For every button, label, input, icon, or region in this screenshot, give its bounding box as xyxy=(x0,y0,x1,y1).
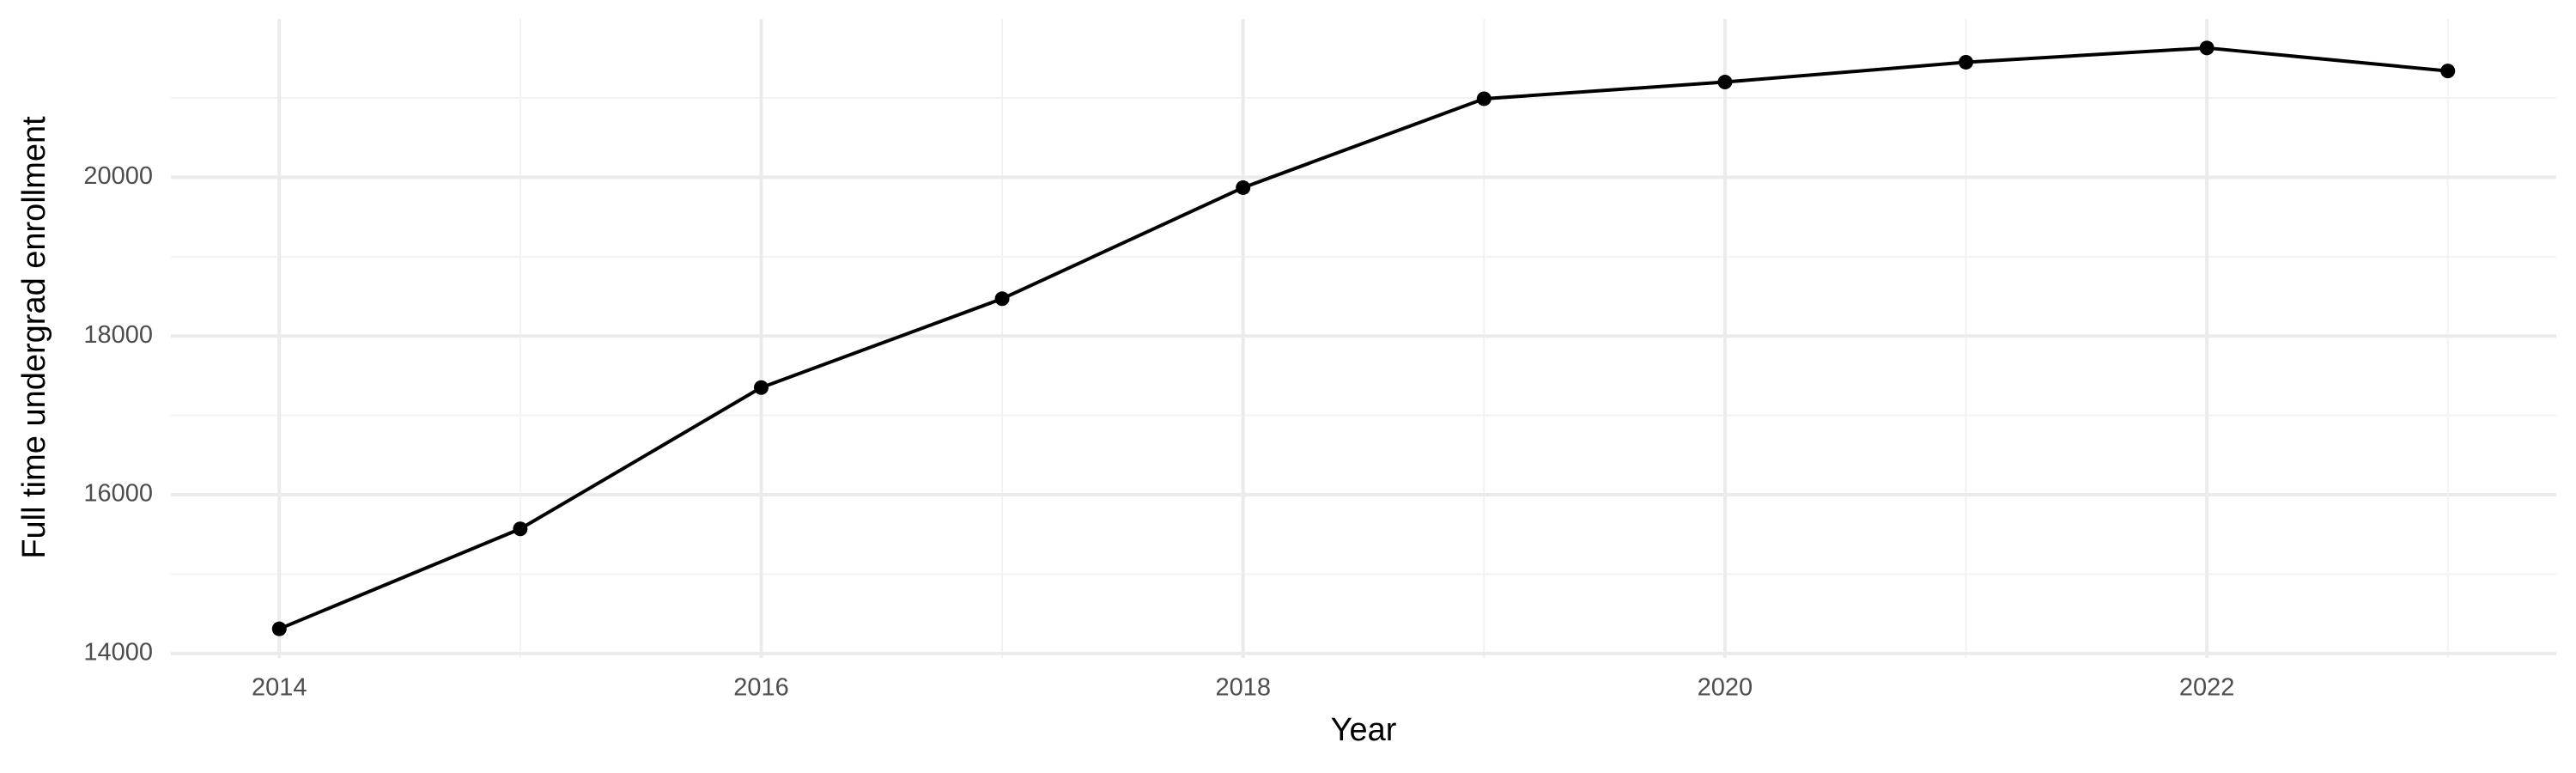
y-tick-label: 14000 xyxy=(83,638,153,666)
point xyxy=(2440,64,2456,79)
x-axis-title: Year xyxy=(1331,712,1397,748)
point xyxy=(271,621,287,636)
y-tick-label: 18000 xyxy=(83,321,153,349)
point xyxy=(753,380,769,395)
line xyxy=(278,46,2448,631)
x-tick-label: 2022 xyxy=(2179,674,2235,702)
x-tick-label: 2018 xyxy=(1215,674,1271,702)
x-tick-label: 2014 xyxy=(252,674,307,702)
point xyxy=(513,521,528,537)
point xyxy=(1236,180,1251,195)
y-tick-label: 16000 xyxy=(83,480,153,508)
y-tick-label: 20000 xyxy=(83,162,153,190)
x-tick-label: 2016 xyxy=(733,674,789,702)
x-tick-label: 2020 xyxy=(1698,674,1753,702)
y-axis-title: Full time undergrad enrollment xyxy=(16,116,52,559)
point xyxy=(2199,40,2215,56)
point xyxy=(1717,75,1733,90)
point xyxy=(1959,54,1974,70)
point xyxy=(1476,91,1492,107)
point xyxy=(994,291,1010,307)
